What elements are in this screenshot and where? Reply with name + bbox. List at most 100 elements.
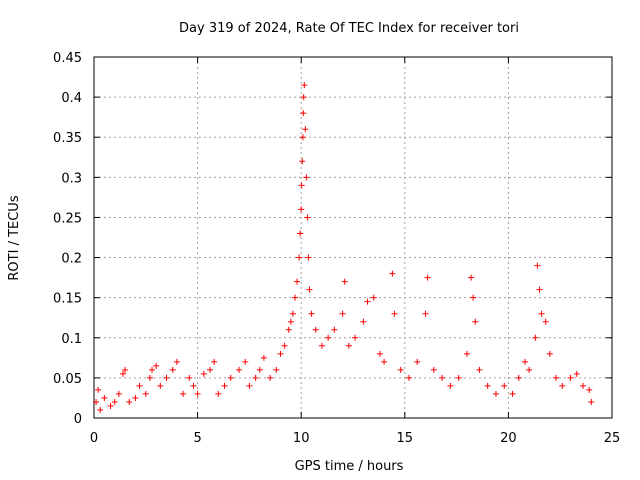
data-point [538,310,545,317]
x-axis-label: GPS time / hours [295,459,404,474]
data-point [306,286,313,293]
data-point [360,318,367,325]
data-point [221,382,228,389]
data-point [190,382,197,389]
data-point [122,366,129,373]
y-tick-label: 0.05 [53,372,82,387]
data-point [470,294,477,301]
data-point [93,398,100,405]
data-point [447,382,454,389]
data-point [107,402,114,409]
data-point [331,326,338,333]
data-point [534,262,541,269]
data-point [153,362,160,369]
y-tick-label: 0.2 [61,252,82,267]
data-point [300,110,307,117]
data-point [296,254,303,261]
data-point [414,358,421,365]
data-point [157,382,164,389]
data-point [299,134,306,141]
data-point [341,278,348,285]
data-point [472,318,479,325]
data-point [149,366,156,373]
data-point [256,366,263,373]
data-point [509,390,516,397]
data-point [289,310,296,317]
data-point [573,370,580,377]
data-point [186,374,193,381]
data-point [227,374,234,381]
data-point [515,374,522,381]
data-point [180,390,187,397]
data-point [532,334,539,341]
y-tick-label: 0.25 [53,211,82,226]
data-point [111,398,118,405]
data-point [439,374,446,381]
data-point [236,366,243,373]
data-point [501,382,508,389]
x-tick-label: 15 [397,431,414,446]
data-point [463,350,470,357]
data-point [405,374,412,381]
x-tick-label: 25 [604,431,621,446]
data-point [567,374,574,381]
data-point [468,274,475,281]
data-point [260,354,267,361]
data-point [381,358,388,365]
data-point [312,326,319,333]
data-point [339,310,346,317]
data-point [97,406,104,413]
data-point [285,326,292,333]
data-point [305,254,312,261]
data-point [194,390,201,397]
x-tick-label: 10 [293,431,310,446]
data-point [476,366,483,373]
data-point [300,94,307,101]
data-point [299,158,306,165]
data-point [526,366,533,373]
data-point [325,334,332,341]
data-point [146,374,153,381]
data-point [364,298,371,305]
data-point [318,342,325,349]
data-point [304,214,311,221]
data-point [273,366,280,373]
data-point [424,274,431,281]
data-point [536,286,543,293]
data-point [126,398,133,405]
data-point [301,82,308,89]
data-point [455,374,462,381]
x-tick-label: 0 [90,431,98,446]
data-point [484,382,491,389]
data-point [553,374,560,381]
data-point [370,294,377,301]
data-point [298,182,305,189]
data-point [142,390,149,397]
data-point [430,366,437,373]
data-point [132,394,139,401]
data-points [93,82,595,413]
y-tick-label: 0 [74,412,82,427]
data-point [207,366,214,373]
data-point [252,374,259,381]
data-point [242,358,249,365]
data-point [542,318,549,325]
data-point [163,374,170,381]
x-tick-label: 5 [193,431,201,446]
x-tick-label: 20 [500,431,517,446]
data-point [391,310,398,317]
data-point [281,342,288,349]
data-point [308,310,315,317]
data-point [546,350,553,357]
y-axis-label: ROTI / TECUs [7,195,22,280]
data-point [492,390,499,397]
data-point [294,278,301,285]
data-point [101,394,108,401]
data-point [215,390,222,397]
grid-lines [94,57,612,418]
data-point [211,358,218,365]
data-point [345,342,352,349]
data-point [297,230,304,237]
data-point [277,350,284,357]
data-point [389,270,396,277]
